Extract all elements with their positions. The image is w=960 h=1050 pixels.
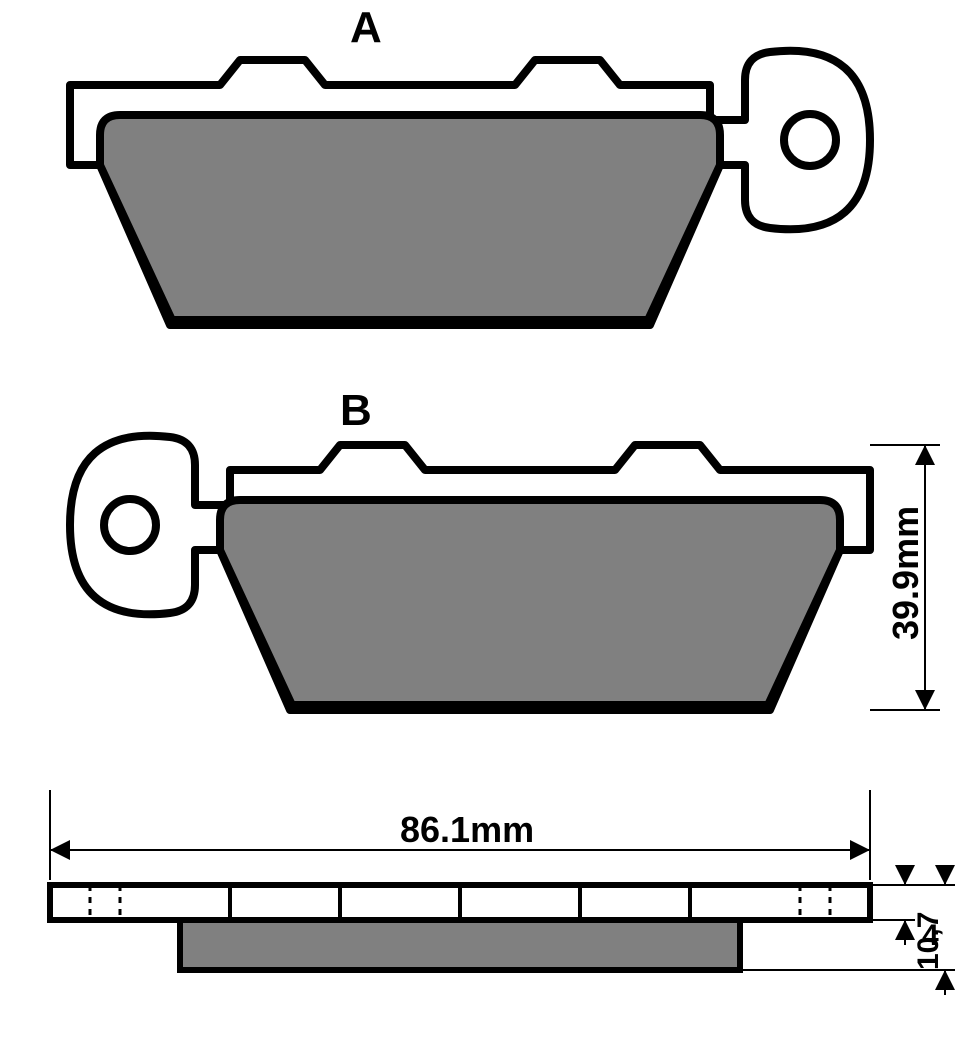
dimension-total-thickness-label: 10,7 [912,912,945,970]
side-view [50,885,870,970]
pad-a-hole [784,114,836,166]
pad-b-hole [104,499,156,551]
pad-b-group [70,436,870,710]
pad-a-friction [100,115,720,320]
pad-a-group [70,51,870,325]
label-a: A [350,3,382,52]
dimension-height-label: 39.9mm [885,506,926,640]
pad-b-friction [220,500,840,705]
dimension-width: 86.1mm [50,790,870,880]
label-b: B [340,386,372,435]
dimension-height: 39.9mm [870,445,940,710]
side-pad [180,920,740,970]
dimension-width-label: 86.1mm [400,809,534,850]
